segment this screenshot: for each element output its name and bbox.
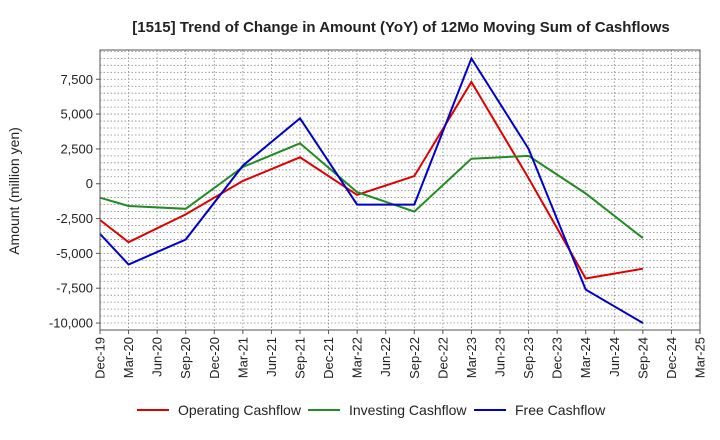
x-tick-label: Mar-20 — [121, 337, 136, 378]
x-tick-label: Mar-21 — [235, 337, 250, 378]
x-tick-label: Jun-24 — [607, 337, 622, 377]
x-tick-label: Sep-23 — [521, 337, 536, 379]
chart-title: [1515] Trend of Change in Amount (YoY) o… — [132, 19, 670, 36]
y-axis-label: Amount (million yen) — [6, 127, 22, 255]
y-tick-label: -5,000 — [56, 246, 93, 261]
x-tick-label: Sep-21 — [293, 337, 308, 379]
x-tick-label: Jun-21 — [264, 337, 279, 377]
y-tick-label: 2,500 — [60, 141, 93, 156]
x-tick-label: Mar-23 — [464, 337, 479, 378]
y-tick-label: 5,000 — [60, 107, 93, 122]
x-tick-label: Dec-19 — [93, 337, 108, 379]
series-line-free-cashflow — [99, 56, 644, 324]
x-tick-label: Mar-24 — [578, 337, 593, 378]
legend-label: Investing Cashflow — [349, 402, 467, 418]
x-tick-label: Jun-23 — [493, 337, 508, 377]
x-tick-label: Dec-20 — [207, 337, 222, 379]
y-tick-label: 0 — [86, 176, 93, 191]
y-tick-label: -10,000 — [49, 316, 93, 331]
x-tick-label: Dec-23 — [550, 337, 565, 379]
x-tick-label: Sep-22 — [407, 337, 422, 379]
legend: Operating Cashflow Investing Cashflow Free… — [137, 402, 606, 418]
series-lines — [99, 56, 644, 324]
x-axis-ticks: Dec-19 Mar-20 Jun-20 Sep-20 Dec-20 Mar-21 Jun-… — [93, 330, 708, 379]
y-tick-label: 7,500 — [60, 72, 93, 87]
x-tick-label: Jun-22 — [378, 337, 393, 377]
x-tick-label: Mar-22 — [350, 337, 365, 378]
series-line-investing-cashflow — [99, 142, 644, 239]
series-line-operating-cashflow — [99, 80, 644, 280]
x-tick-label: Sep-24 — [635, 337, 650, 379]
y-axis-ticks: 7,500 5,000 2,500 0 -2,500 -5,000 -7,500 -10,00… — [49, 72, 100, 331]
plot-frame — [99, 49, 701, 331]
x-tick-label: Sep-20 — [178, 337, 193, 379]
x-tick-label: Dec-22 — [435, 337, 450, 379]
legend-label: Free Cashflow — [515, 402, 606, 418]
y-tick-label: -7,500 — [56, 281, 93, 296]
x-tick-label: Dec-21 — [321, 337, 336, 379]
legend-label: Operating Cashflow — [178, 402, 302, 418]
y-tick-label: -2,500 — [56, 211, 93, 226]
x-tick-label: Mar-25 — [693, 337, 708, 378]
x-tick-label: Dec-24 — [664, 337, 679, 379]
x-tick-label: Jun-20 — [150, 337, 165, 377]
grid-lines — [99, 50, 701, 331]
